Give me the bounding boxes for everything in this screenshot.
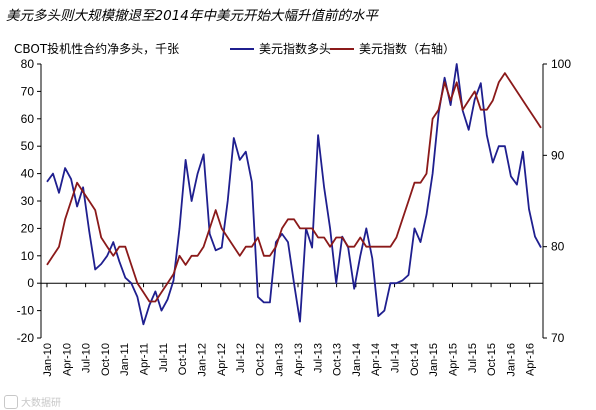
x-tick-label: Jul-13: [312, 343, 324, 373]
x-tick-label: Apr-11: [139, 343, 151, 375]
series-line-dollar-longs: [46, 63, 542, 326]
x-tick-label: Oct-15: [486, 343, 498, 376]
left-tick-label: -20: [17, 331, 35, 345]
x-tick-label: Oct-14: [409, 343, 421, 376]
x-tick-label: Apr-16: [525, 343, 537, 376]
x-tick-label: Apr-14: [370, 343, 382, 376]
watermark-logo-icon: [4, 394, 18, 409]
left-tick-label: 40: [21, 167, 35, 181]
x-tick-label: Oct-12: [254, 343, 266, 376]
x-tick-label: Jul-10: [81, 343, 93, 373]
x-tick-label: Jan-11: [119, 343, 131, 376]
x-tick-label: Oct-11: [177, 343, 189, 375]
x-tick-label: Jul-12: [235, 343, 247, 373]
x-tick-label: Jan-10: [42, 343, 54, 377]
legend-label-dollar-longs: 美元指数多头: [259, 42, 332, 56]
left-tick-label: -10: [17, 304, 35, 318]
x-tick-label: Oct-10: [100, 343, 112, 376]
x-tick-label: Jan-12: [196, 343, 208, 377]
left-tick-label: 70: [21, 84, 35, 98]
chart-title: 美元多头则大规模撤退至2014年中美元开始大幅升值前的水平: [6, 8, 378, 24]
watermark-text: 大数据研: [21, 398, 61, 409]
x-tick-label: Apr-10: [61, 343, 73, 376]
left-tick-label: 0: [27, 276, 34, 290]
right-tick-label: 100: [551, 57, 571, 71]
legend-swatch-navy: [230, 47, 254, 50]
left-tick-label: 80: [21, 57, 35, 71]
left-axis-label: CBOT投机性合约净多头，千张: [14, 42, 180, 56]
left-tick-label: 20: [21, 221, 35, 235]
x-tick-label: Jan-15: [428, 343, 440, 377]
x-tick-label: Apr-12: [216, 343, 228, 376]
right-tick-label: 80: [551, 240, 565, 254]
x-tick-label: Jul-15: [467, 343, 479, 373]
left-tick-label: 30: [21, 194, 35, 208]
x-tick-label: Jan-14: [351, 343, 363, 377]
legend-item-dollar-index: 美元指数（右轴）: [330, 40, 455, 57]
right-tick-label: 90: [551, 148, 565, 162]
watermark: 大数据研: [4, 394, 61, 409]
x-tick-label: Jan-16: [505, 343, 517, 377]
series-line-dollar-index: [46, 72, 542, 303]
right-tick-label: 70: [551, 331, 565, 345]
left-tick-label: 10: [21, 249, 35, 263]
x-tick-label: Apr-13: [293, 343, 305, 376]
legend-swatch-maroon: [330, 47, 354, 50]
x-tick-label: Oct-13: [332, 343, 344, 376]
legend-label-dollar-index: 美元指数（右轴）: [359, 42, 456, 56]
left-tick-label: 60: [21, 112, 35, 126]
x-tick-label: Apr-15: [447, 343, 459, 376]
x-tick-label: Jan-13: [274, 343, 286, 377]
legend-item-dollar-longs: 美元指数多头: [230, 40, 331, 57]
left-tick-label: 50: [21, 139, 35, 153]
x-tick-label: Jul-14: [390, 343, 402, 373]
x-tick-label: Jul-11: [158, 343, 170, 372]
